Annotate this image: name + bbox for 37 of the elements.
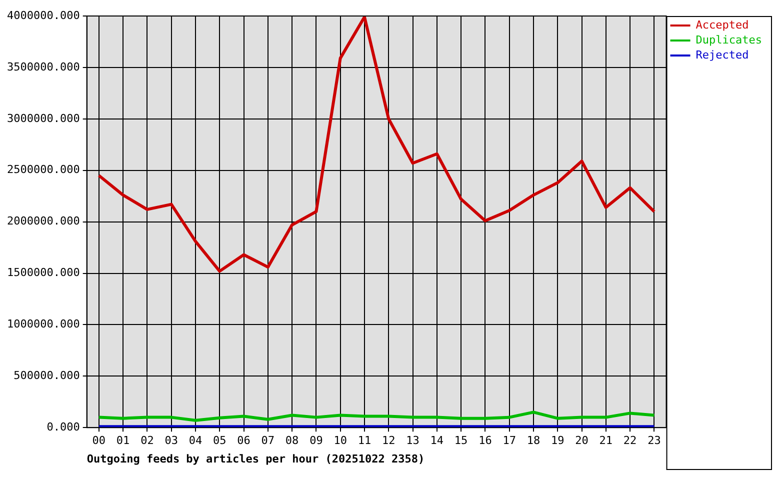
y-tick-label: 0.000 — [46, 420, 80, 434]
x-tick-label: 02 — [140, 434, 154, 448]
x-tick-label: 10 — [334, 434, 347, 448]
x-tick-label: 03 — [164, 434, 178, 448]
x-tick-label: 21 — [599, 434, 613, 448]
x-tick-label: 11 — [358, 434, 372, 448]
legend-label: Accepted — [696, 18, 749, 32]
x-tick-label: 08 — [285, 434, 299, 448]
x-tick-label: 06 — [237, 434, 250, 448]
y-tick-label: 3000000.000 — [6, 112, 80, 125]
x-tick-label: 12 — [382, 434, 396, 448]
x-tick-label: 23 — [648, 434, 661, 448]
legend-label: Rejected — [696, 48, 749, 62]
x-tick-label: 22 — [623, 434, 637, 448]
y-tick-label: 4000000.000 — [6, 8, 80, 22]
x-tick-label: 20 — [575, 434, 588, 448]
x-tick-label: 18 — [526, 434, 540, 448]
x-tick-label: 19 — [551, 434, 564, 448]
y-tick-label: 1000000.000 — [6, 318, 80, 331]
y-tick-label: 3500000.000 — [6, 60, 80, 74]
x-tick-label: 13 — [406, 434, 420, 448]
x-tick-label: 01 — [116, 434, 130, 448]
y-tick-label: 1500000.000 — [6, 266, 80, 280]
legend-label: Duplicates — [696, 33, 762, 46]
y-tick-label: 2000000.000 — [6, 214, 80, 228]
y-tick-label: 2500000.000 — [6, 163, 80, 176]
x-tick-label: 14 — [430, 434, 444, 448]
x-tick-label: 07 — [261, 434, 275, 448]
x-tick-label: 15 — [454, 434, 468, 448]
y-tick-label: 500000.000 — [14, 369, 80, 382]
x-tick-label: 17 — [502, 434, 516, 448]
x-tick-label: 00 — [92, 434, 106, 448]
x-tick-label: 05 — [213, 434, 226, 448]
x-tick-label: 04 — [188, 434, 202, 448]
x-tick-label: 16 — [478, 434, 492, 448]
x-axis-title: Outgoing feeds by articles per hour (20251022 2358) — [86, 452, 425, 466]
x-tick-label: 09 — [310, 434, 323, 448]
